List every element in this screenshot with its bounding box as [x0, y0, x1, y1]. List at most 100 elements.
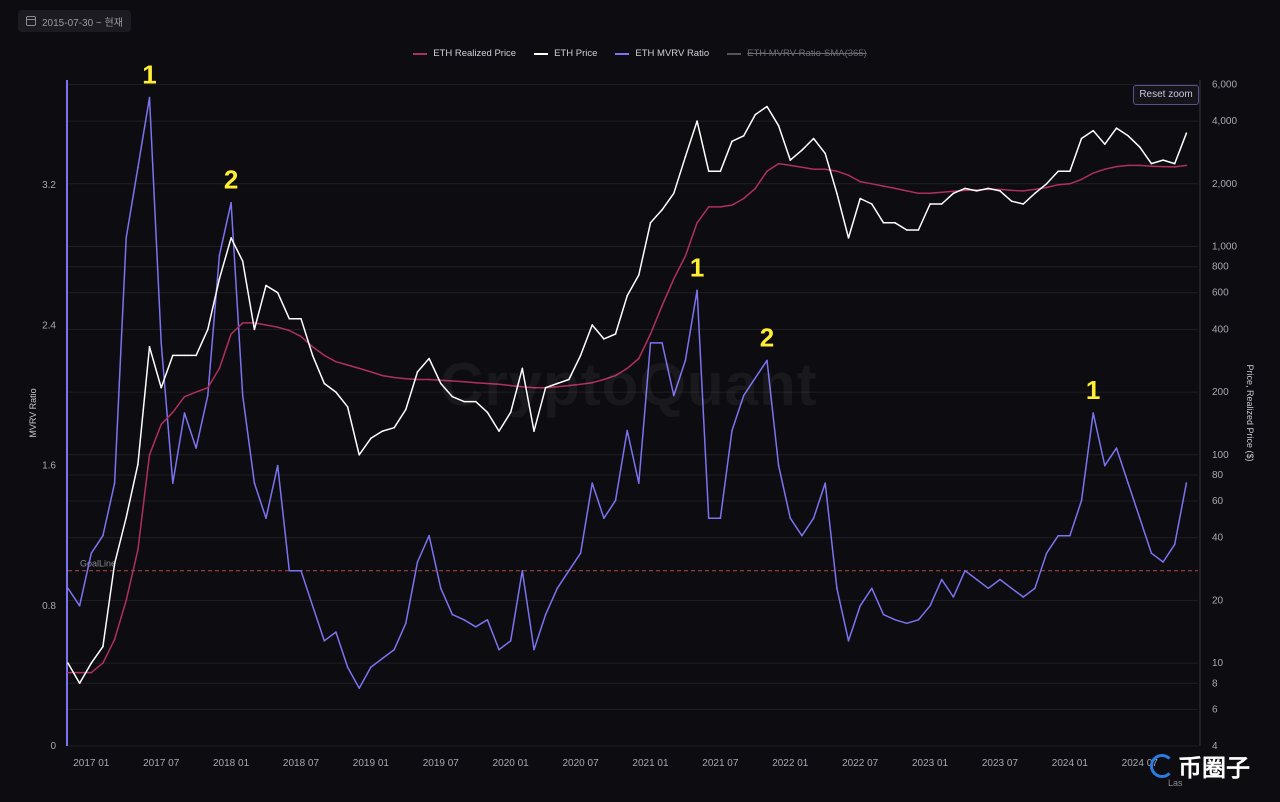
data-point [882, 221, 885, 224]
data-point [416, 561, 419, 563]
data-point [1115, 127, 1118, 129]
data-point [439, 382, 442, 385]
data-point [241, 322, 244, 324]
data-point [195, 391, 197, 393]
x-tick-label: 2017 07 [143, 758, 180, 769]
data-point [206, 386, 209, 389]
data-point [952, 192, 955, 195]
data-point [789, 164, 792, 167]
data-point [1022, 203, 1025, 205]
data-point [90, 671, 93, 674]
data-point [288, 569, 291, 572]
data-point [183, 412, 186, 414]
data-point [742, 134, 745, 137]
data-point [1162, 561, 1164, 563]
data-point [1127, 482, 1129, 484]
data-point [276, 291, 279, 294]
data-point [801, 149, 803, 151]
data-point [975, 578, 978, 581]
data-point [1034, 192, 1036, 195]
reset-zoom-button[interactable]: Reset zoom [1133, 85, 1199, 105]
data-point [370, 437, 372, 440]
data-point [405, 377, 407, 380]
data-point [463, 619, 465, 621]
data-point [649, 342, 652, 344]
data-point [812, 137, 815, 140]
legend-label: ETH Realized Price [433, 48, 517, 59]
data-point [125, 236, 128, 239]
data-point [218, 254, 221, 257]
data-point [614, 374, 617, 377]
data-point [439, 379, 442, 382]
data-point [1045, 186, 1048, 189]
cycle-annotation: 1 [142, 60, 156, 90]
data-point [824, 168, 827, 171]
data-point [1173, 162, 1176, 165]
data-point [253, 328, 256, 331]
y-right-tick-label: 400 [1212, 324, 1229, 335]
data-point [801, 534, 803, 537]
realized-price-series-group [67, 162, 1188, 674]
data-point [987, 587, 990, 590]
legend-item[interactable]: ETH Realized Price [413, 48, 516, 59]
data-point [987, 187, 990, 190]
data-point [346, 406, 349, 408]
data-point [836, 192, 838, 195]
data-point [381, 657, 384, 660]
data-point [102, 662, 104, 664]
data-point [777, 464, 780, 467]
y-left-axis-title: MVRV Ratio [28, 388, 38, 437]
data-point [871, 182, 873, 185]
data-point [474, 626, 477, 628]
date-range-label: 2015-07-30 ~ 현재 [42, 17, 123, 29]
data-point [1057, 534, 1060, 537]
data-point [509, 384, 512, 387]
data-point [358, 454, 361, 456]
data-point [905, 622, 908, 625]
data-point [288, 329, 291, 332]
x-tick-label: 2018 01 [213, 758, 250, 769]
data-point [684, 255, 687, 257]
data-point [812, 517, 815, 519]
data-point [859, 604, 861, 607]
data-point [1115, 447, 1118, 449]
x-tick-label: 2020 07 [562, 758, 599, 769]
legend-item[interactable]: ETH MVRV Ratio-SMA(365) [727, 48, 867, 59]
data-point [521, 367, 524, 370]
data-point [463, 381, 465, 383]
y-left-tick-label: 2.4 [42, 320, 56, 331]
data-point [160, 386, 162, 389]
data-point [253, 482, 256, 484]
data-point [218, 277, 221, 280]
x-tick-label: 2021 01 [632, 758, 669, 769]
date-range-selector[interactable]: 2015-07-30 ~ 현재 [18, 10, 131, 32]
x-tick-label: 2024 07 [1122, 758, 1159, 769]
data-point [206, 394, 209, 397]
data-point [952, 596, 955, 598]
data-point [766, 359, 768, 362]
data-point [1069, 534, 1071, 537]
y-right-tick-label: 800 [1212, 262, 1229, 273]
data-point [90, 552, 93, 555]
price-series-group [67, 105, 1188, 685]
x-tick-label: 2023 07 [982, 758, 1019, 769]
data-point [113, 562, 116, 565]
data-point [579, 354, 582, 357]
data-point [370, 371, 372, 373]
data-point [603, 338, 605, 340]
data-point [847, 174, 850, 176]
data-point [952, 190, 955, 193]
data-point [393, 376, 395, 379]
y-right-tick-label: 6,000 [1212, 79, 1237, 90]
y-right-tick-label: 20 [1212, 595, 1224, 606]
legend-item[interactable]: ETH Price [534, 48, 597, 59]
legend-item[interactable]: ETH MVRV Ratio [615, 48, 709, 59]
data-point [603, 378, 605, 381]
data-point [719, 206, 722, 208]
y-right-tick-label: 80 [1212, 470, 1224, 481]
chart-legend: ETH Realized Price ETH Price ETH MVRV Rati… [0, 48, 1280, 59]
data-point [591, 482, 594, 484]
data-point [777, 124, 780, 127]
data-point [591, 324, 594, 326]
cycle-annotation: 2 [760, 322, 774, 352]
